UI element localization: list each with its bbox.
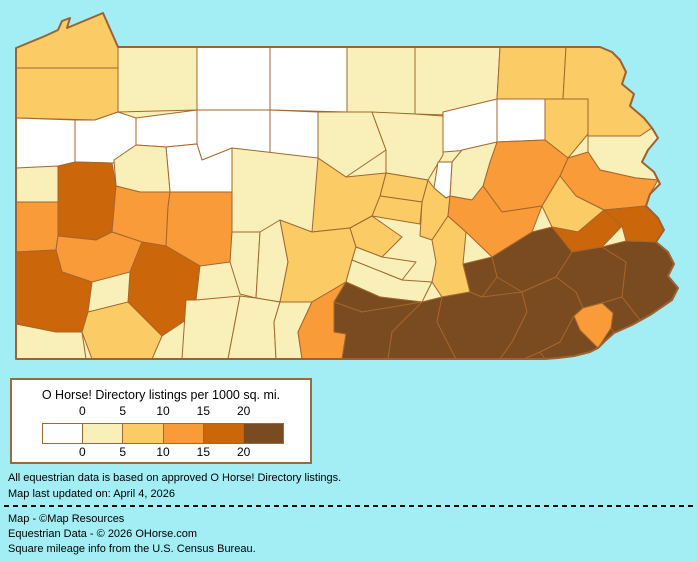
county-shape <box>229 231 261 299</box>
legend-tick-label: 15 <box>196 404 211 418</box>
county-shape <box>496 98 546 143</box>
county-shape <box>349 215 403 258</box>
county-shape <box>317 111 387 178</box>
county-shape <box>573 302 614 349</box>
county-shape <box>462 256 498 298</box>
county-shape <box>15 201 59 253</box>
legend-color-ramp <box>42 423 284 444</box>
legend-tick-label: 10 <box>156 404 170 418</box>
county-shape <box>165 191 233 267</box>
legend-tick-label: 15 <box>196 445 211 459</box>
legend-swatch <box>163 424 204 443</box>
legend-tick-label: 0 <box>78 445 86 459</box>
legend-tick-label: 5 <box>119 404 126 418</box>
separator-dashed-line <box>4 505 693 507</box>
county-shape <box>351 246 417 281</box>
legend-tick-label: 10 <box>156 445 170 459</box>
county-shape <box>231 147 319 233</box>
state-border-outline <box>15 12 679 360</box>
county-shape <box>371 111 444 181</box>
county-shape <box>447 185 543 258</box>
county-shape <box>196 46 271 111</box>
legend-swatch <box>203 424 244 443</box>
county-shape <box>15 12 119 69</box>
county-shape <box>117 46 198 113</box>
legend-title: O Horse! Directory listings per 1000 sq.… <box>41 388 281 402</box>
county-shape <box>496 46 567 100</box>
legend-swatch <box>83 424 124 443</box>
legend-box: O Horse! Directory listings per 1000 sq.… <box>10 378 312 464</box>
county-shape <box>15 117 76 169</box>
legend-swatch <box>123 424 164 443</box>
legend-tick-label: 20 <box>236 404 251 418</box>
county-shape <box>15 165 59 203</box>
county-shape <box>269 109 319 161</box>
data-credit: Equestrian Data - © 2026 OHorse.com <box>8 528 198 540</box>
county-shape <box>544 98 589 159</box>
legend-tick-label: 5 <box>119 445 126 459</box>
county-shape <box>269 46 348 113</box>
county-shape <box>57 161 117 241</box>
legend-tick-label: 0 <box>78 404 86 418</box>
map-credit: Map - ©Map Resources <box>8 513 125 525</box>
legend-tick-label: 20 <box>236 445 251 459</box>
data-source-note: All equestrian data is based on approved… <box>8 472 342 484</box>
last-updated-note: Map last updated on: April 4, 2026 <box>8 488 175 500</box>
county-shape <box>15 67 119 121</box>
county-shape <box>346 46 416 115</box>
census-credit: Square mileage info from the U.S. Census… <box>8 543 256 555</box>
legend-swatch <box>243 424 284 443</box>
legend-swatch <box>43 424 84 443</box>
